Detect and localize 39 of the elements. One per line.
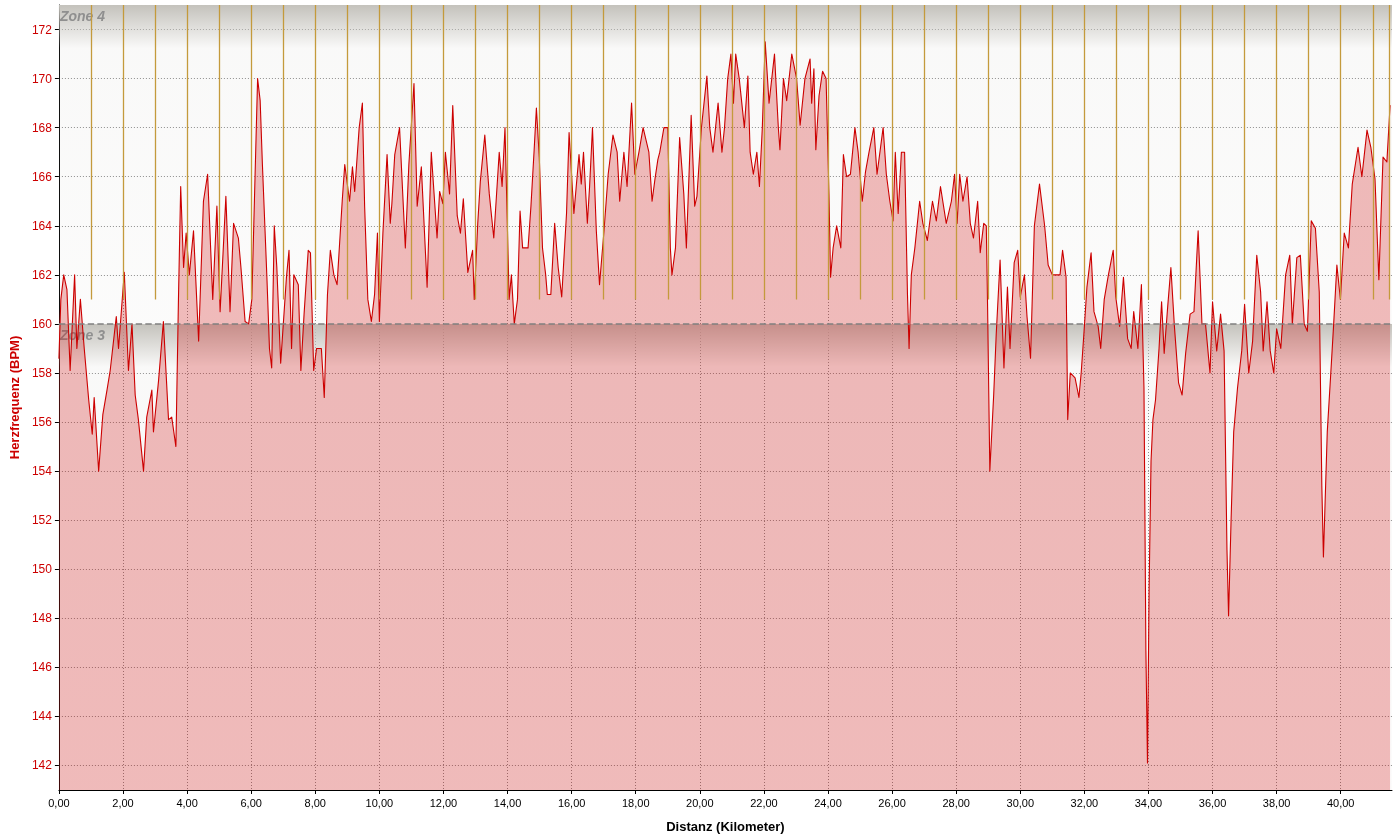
x-tick-label: 12,00 [429, 796, 458, 809]
y-tick-label: 160 [31, 316, 53, 331]
x-tick-label: 10,00 [365, 796, 394, 809]
x-tick-label: 34,00 [1134, 796, 1163, 809]
y-tick-label: 172 [31, 22, 53, 37]
y-tick-label: 156 [31, 415, 53, 430]
x-tick-label: 0,00 [48, 796, 70, 809]
y-tick-label: 168 [31, 120, 53, 135]
y-tick-label: 166 [31, 169, 53, 184]
x-axis-title: Distanz (Kilometer) [666, 819, 785, 834]
x-tick-label: 38,00 [1262, 796, 1291, 809]
x-tick-label: 6,00 [240, 796, 262, 809]
x-tick-label: 36,00 [1198, 796, 1227, 809]
x-tick-label: 2,00 [112, 796, 134, 809]
y-tick-label: 152 [31, 513, 53, 528]
y-tick-label: 170 [31, 71, 53, 86]
y-tick-label: 162 [31, 267, 53, 282]
x-tick-label: 32,00 [1070, 796, 1099, 809]
y-tick-label: 164 [31, 218, 53, 233]
y-tick-label: 150 [31, 562, 53, 577]
x-tick-label: 18,00 [621, 796, 650, 809]
x-tick-label: 16,00 [557, 796, 586, 809]
x-tick-label: 24,00 [814, 796, 842, 809]
y-tick-label: 148 [31, 611, 53, 626]
y-tick-label: 144 [31, 709, 53, 724]
x-tick-label: 26,00 [878, 796, 906, 809]
x-tick-label: 40,00 [1326, 796, 1355, 809]
x-tick-label: 22,00 [750, 796, 778, 809]
y-tick-label: 158 [31, 365, 53, 380]
y-tick-label: 146 [31, 660, 53, 675]
x-tick-label: 8,00 [304, 796, 326, 809]
y-tick-label: 142 [31, 758, 53, 773]
y-tick-label: 154 [31, 464, 53, 479]
y-axis-title: Herzfrequenz (BPM) [7, 335, 22, 460]
x-tick-label: 28,00 [942, 796, 970, 809]
x-tick-label: 20,00 [686, 796, 714, 809]
x-tick-label: 30,00 [1006, 796, 1035, 809]
x-tick-label: 14,00 [493, 796, 522, 809]
x-tick-label: 4,00 [176, 796, 198, 809]
